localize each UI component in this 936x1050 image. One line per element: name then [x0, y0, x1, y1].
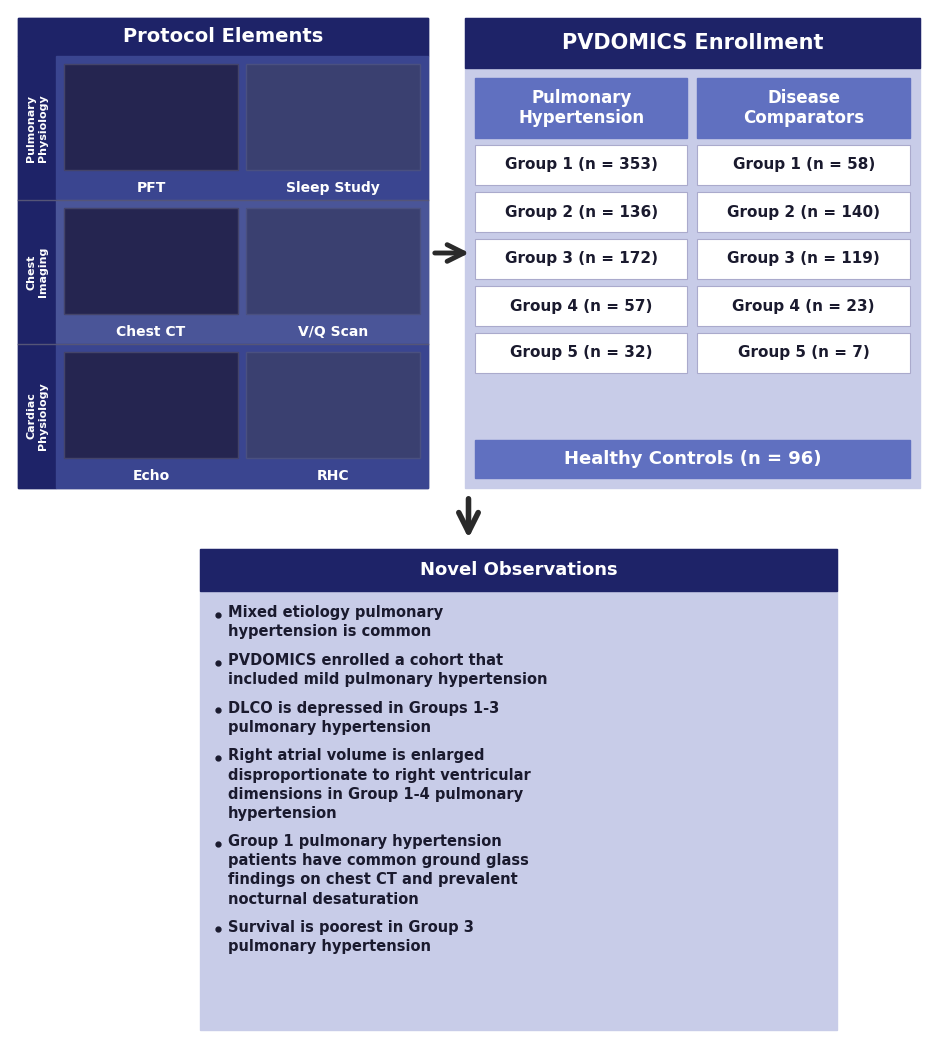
Bar	[246, 352, 419, 458]
Bar	[475, 192, 687, 232]
Text: Sleep Study: Sleep Study	[285, 181, 379, 195]
Bar	[475, 78, 687, 138]
Text: Group 5 (n = 32): Group 5 (n = 32)	[509, 345, 651, 360]
Bar	[18, 56, 56, 200]
Text: Group 3 (n = 172): Group 3 (n = 172)	[505, 252, 657, 267]
Bar	[246, 64, 419, 170]
Text: Pulmonary
Physiology: Pulmonary Physiology	[26, 94, 48, 162]
Text: Cardiac
Physiology: Cardiac Physiology	[26, 382, 48, 449]
Bar	[64, 352, 238, 458]
Text: Survival is poorest in Group 3
pulmonary hypertension: Survival is poorest in Group 3 pulmonary…	[227, 920, 474, 953]
Bar	[696, 78, 909, 138]
Text: V/Q Scan: V/Q Scan	[298, 326, 368, 339]
Bar	[56, 56, 428, 200]
Text: Group 5 (n = 7): Group 5 (n = 7)	[737, 345, 869, 360]
Text: Group 3 (n = 119): Group 3 (n = 119)	[726, 252, 879, 267]
Text: Protocol Elements: Protocol Elements	[123, 27, 323, 46]
Text: Right atrial volume is enlarged
disproportionate to right ventricular
dimensions: Right atrial volume is enlarged dispropo…	[227, 749, 530, 821]
Bar	[199, 549, 836, 591]
Bar	[56, 344, 428, 488]
Bar	[696, 333, 909, 373]
Text: Novel Observations: Novel Observations	[419, 561, 617, 579]
Bar	[475, 286, 687, 326]
Bar	[64, 208, 238, 314]
Text: Healthy Controls (n = 96): Healthy Controls (n = 96)	[563, 450, 820, 468]
Text: Echo: Echo	[132, 469, 169, 483]
Text: Pulmonary
Hypertension: Pulmonary Hypertension	[518, 88, 644, 127]
Text: Mixed etiology pulmonary
hypertension is common: Mixed etiology pulmonary hypertension is…	[227, 605, 443, 639]
Bar	[18, 344, 56, 488]
Bar	[18, 18, 428, 56]
Bar	[475, 239, 687, 279]
Text: Chest CT: Chest CT	[116, 326, 185, 339]
Bar	[18, 200, 56, 344]
Bar	[475, 440, 909, 478]
Bar	[475, 333, 687, 373]
Text: RHC: RHC	[316, 469, 349, 483]
Bar	[464, 18, 919, 68]
Text: Group 1 pulmonary hypertension
patients have common ground glass
findings on che: Group 1 pulmonary hypertension patients …	[227, 834, 528, 906]
Text: Group 4 (n = 23): Group 4 (n = 23)	[732, 298, 874, 314]
Bar	[696, 286, 909, 326]
Text: Group 4 (n = 57): Group 4 (n = 57)	[509, 298, 651, 314]
Text: PVDOMICS Enrollment: PVDOMICS Enrollment	[562, 33, 823, 52]
Bar	[696, 239, 909, 279]
Bar	[464, 18, 919, 488]
Bar	[246, 208, 419, 314]
Bar	[475, 145, 687, 185]
Bar	[18, 18, 428, 488]
Bar	[696, 192, 909, 232]
Bar	[696, 145, 909, 185]
Text: Chest
Imaging: Chest Imaging	[26, 247, 48, 297]
Text: PVDOMICS enrolled a cohort that
included mild pulmonary hypertension: PVDOMICS enrolled a cohort that included…	[227, 653, 547, 687]
Bar	[199, 549, 836, 1030]
Bar	[56, 200, 428, 344]
Text: PFT: PFT	[136, 181, 166, 195]
Text: Group 1 (n = 58): Group 1 (n = 58)	[732, 158, 874, 172]
Text: Group 2 (n = 136): Group 2 (n = 136)	[505, 205, 657, 219]
Text: Group 1 (n = 353): Group 1 (n = 353)	[505, 158, 657, 172]
Text: Group 2 (n = 140): Group 2 (n = 140)	[726, 205, 879, 219]
Bar	[64, 64, 238, 170]
Text: Disease
Comparators: Disease Comparators	[742, 88, 863, 127]
Text: DLCO is depressed in Groups 1-3
pulmonary hypertension: DLCO is depressed in Groups 1-3 pulmonar…	[227, 700, 499, 735]
